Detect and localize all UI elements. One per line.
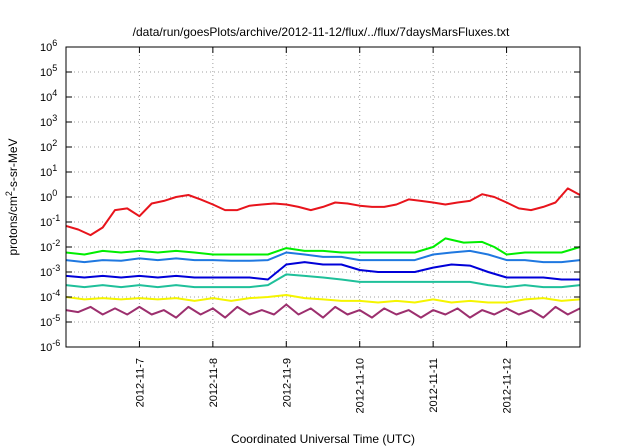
x-tick-label: 2012-11-7 [134,358,146,407]
y-tick-label: 10-4 [40,288,60,304]
series-line-7 [65,303,581,319]
series-line-1 [65,187,581,237]
y-axis-ticks: 10-6 10-5 10-4 10-3 10-2 10-1 100 101 102 103 104 1… [40,38,580,354]
y-tick-label: 10-2 [40,238,60,254]
y-tick-label: 100 [40,188,57,204]
y-tick-label: 105 [40,63,57,79]
series-lines [65,187,581,319]
x-tick-label: 2012-11-12 [502,358,514,413]
y-tick-label: 10-1 [40,213,60,229]
x-tick-label: 2012-11-9 [281,358,293,407]
x-axis-ticks: 2012-11-7 2012-11-8 2012-11-9 2012-11-10 201… [134,47,514,413]
x-tick-label: 2012-11-8 [208,358,220,407]
y-tick-label: 101 [40,163,57,179]
x-axis-label: Coordinated Universal Time (UTC) [231,432,415,446]
y-tick-label: 103 [40,113,57,129]
series-line-3 [65,249,581,264]
x-tick-label: 2012-11-10 [355,358,367,413]
y-tick-label: 104 [40,88,57,104]
chart-title: /data/run/goesPlots/archive/2012-11-12/f… [133,25,510,39]
series-line-6 [65,294,581,304]
series-line-2 [65,237,581,256]
series-line-5 [65,273,581,289]
x-tick-label: 2012-11-11 [428,358,440,413]
y-tick-label: 106 [40,38,57,54]
y-tick-label: 10-5 [40,313,60,329]
series-line-4 [65,261,580,281]
y-tick-label: 10-3 [40,263,60,279]
y-axis-label: protons/cm2-s-sr-MeV [4,138,20,255]
y-tick-label: 102 [40,138,57,154]
y-tick-label: 10-6 [40,338,60,354]
